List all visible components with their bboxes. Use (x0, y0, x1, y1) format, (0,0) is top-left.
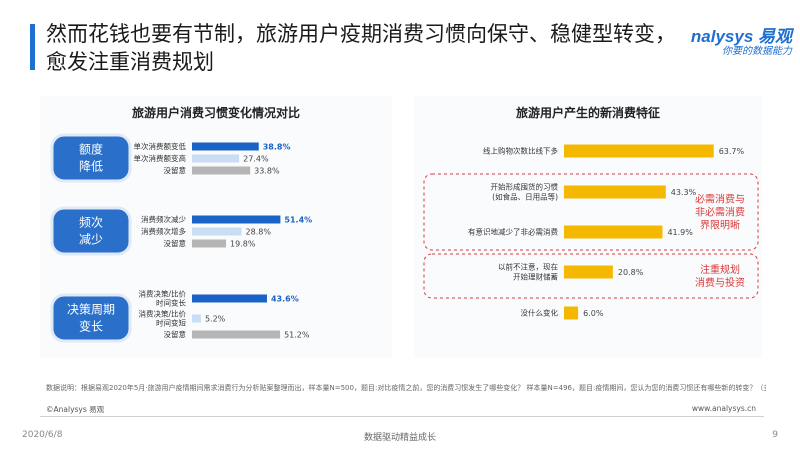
annotation-text: 注重规划 (700, 263, 740, 276)
habit-change-panel: 旅游用户消费习惯变化情况对比 额度降低 单次消费额变低 38.8% 单次消费额变高 27… (40, 96, 392, 358)
copyright-text: ©Analysys 易观 (46, 405, 105, 414)
bar-value: 43.3% (671, 188, 697, 197)
bar (192, 330, 281, 339)
group-badge-ring (50, 206, 132, 256)
bar-value: 63.7% (719, 147, 745, 156)
report-date: 2020/6/8 (22, 430, 63, 440)
bar (564, 265, 613, 279)
annotation-box (423, 253, 759, 299)
bar-label: 单次消费额变低 (134, 141, 187, 151)
bar-value: 28.8% (246, 228, 272, 237)
bar-label: 开始理财储蓄 (513, 272, 558, 282)
bar-label: 时间变长 (156, 298, 186, 308)
bar (192, 166, 251, 175)
group-badge-label: 减少 (79, 233, 103, 247)
bar (192, 154, 240, 163)
new-features-chart-title: 旅游用户产生的新消费特征 (515, 106, 660, 120)
annotation-text: 非必需消费 (695, 206, 745, 219)
bar (192, 239, 227, 248)
bar-label: 有意识地减少了非必需消费 (468, 227, 558, 237)
group-badge-label: 变长 (79, 319, 103, 334)
bar-value: 20.8% (618, 268, 644, 277)
bar-label: 没留意 (164, 165, 187, 175)
bar-label: 没什么变化 (521, 308, 559, 318)
bar-label: 线上购物次数比线下多 (483, 146, 558, 156)
bar (192, 314, 201, 323)
bar-label: 消费决策/比价 (138, 309, 186, 319)
bar-value: 19.8% (230, 240, 256, 249)
bar-label: 消费频次减少 (141, 214, 186, 224)
annotation-text: 消费与投资 (695, 276, 745, 289)
bar-label: 没留意 (164, 238, 187, 248)
bar-value: 33.8% (254, 167, 280, 176)
bar (192, 294, 267, 303)
bar (564, 225, 663, 239)
bar-label: 消费频次增多 (141, 226, 186, 236)
bar (192, 227, 242, 236)
group-badge (52, 295, 130, 341)
bar-label: 开始形成囤货的习惯 (491, 182, 559, 192)
group-badge (52, 208, 130, 254)
group-badge-ring (50, 133, 132, 183)
bar-label: 单次消费额变高 (134, 153, 187, 163)
logo-wordmark: nalysys 易观 (690, 27, 792, 46)
analysys-logo: nalysys 易观 你要的数据能力 (672, 22, 792, 62)
data-footnote: 数据说明：根据易观2020年5月·旅游用户疫情期间需求消费行为分析贴案整理而出，… (46, 384, 766, 392)
annotation-text: 必需消费与 (695, 193, 745, 206)
page-number: 9 (772, 430, 778, 440)
footer-divider (40, 416, 764, 417)
bar-value: 5.2% (205, 315, 226, 324)
bar (564, 185, 666, 199)
habit-change-chart-title: 旅游用户消费习惯变化情况对比 (131, 106, 300, 120)
group-badge-ring (50, 293, 132, 343)
page-title: 然而花钱也要有节制，旅游用户疫期消费习惯向保守、稳健型转变，愈发注重消费规划 (46, 22, 676, 74)
bar-value: 27.4% (243, 155, 269, 164)
new-features-chart: 线上购物次数比线下多 63.7% 开始形成囤货的习惯(如食品、日用品等) 43.3% 有… (423, 144, 759, 320)
bar-label: 消费决策/比价 (138, 289, 186, 299)
bar-value: 41.9% (667, 228, 693, 237)
bar-value: 6.0% (583, 309, 604, 318)
bar-value: 51.4% (284, 216, 312, 225)
bar (192, 142, 259, 151)
bar-value: 43.6% (271, 295, 299, 304)
logo-slogan: 你要的数据能力 (722, 46, 792, 57)
group-badge-label: 额度 (79, 142, 103, 157)
bar-value: 38.8% (263, 143, 291, 152)
bar-label: 没留意 (164, 329, 187, 339)
group-badge-label: 降低 (79, 160, 103, 174)
group-badge-label: 决策周期 (67, 303, 115, 317)
annotation-text: 界限明晰 (700, 220, 740, 232)
title-accent-bar (30, 24, 35, 70)
bar (564, 144, 714, 158)
annotation-box (423, 173, 759, 251)
group-badge-label: 频次 (79, 216, 103, 230)
bar (192, 215, 281, 224)
bar-label: 时间变短 (156, 318, 186, 328)
bar-value: 51.2% (284, 331, 310, 340)
group-badge (52, 135, 130, 181)
new-features-panel: 旅游用户产生的新消费特征 线上购物次数比线下多 63.7% 开始形成囤货的习惯 (如食… (414, 96, 762, 358)
bar (564, 306, 579, 320)
bar-label: (如食品、日用品等) (492, 192, 558, 202)
footer-slogan: 数据驱动精益成长 (363, 433, 436, 443)
bar-label: 以前不注意，现在 (498, 262, 558, 272)
website-link[interactable]: www.analysys.cn (691, 404, 756, 413)
